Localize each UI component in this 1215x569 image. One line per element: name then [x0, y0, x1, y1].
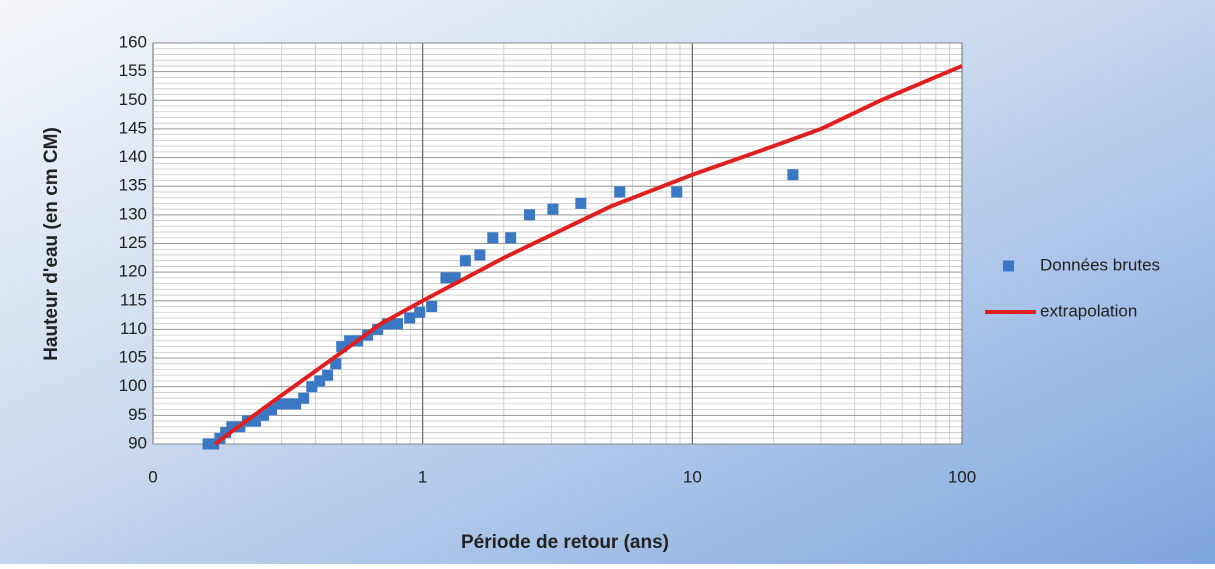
data-point	[290, 398, 302, 410]
data-point	[414, 306, 426, 318]
y-tick-label: 150	[119, 90, 147, 109]
data-point	[265, 404, 277, 416]
data-point	[426, 301, 438, 313]
data-point	[344, 335, 356, 347]
data-point	[258, 409, 270, 421]
data-point	[671, 186, 683, 198]
data-point	[459, 255, 471, 267]
y-tick-label: 160	[119, 32, 147, 51]
data-point	[404, 312, 416, 324]
data-point	[314, 375, 326, 387]
data-point	[226, 421, 238, 433]
data-point	[274, 398, 286, 410]
data-point	[392, 318, 404, 330]
data-point	[202, 438, 214, 450]
y-tick-label: 95	[128, 405, 147, 424]
extrapolation-line	[213, 64, 963, 446]
data-point	[298, 392, 310, 404]
y-tick-label: 145	[119, 118, 147, 137]
y-tick-label: 100	[119, 376, 147, 395]
data-point	[440, 272, 452, 284]
data-point	[322, 369, 334, 381]
y-tick-label: 120	[119, 262, 147, 281]
y-tick-label: 155	[119, 61, 147, 80]
x-axis-title: Période de retour (ans)	[461, 532, 669, 553]
data-point	[614, 186, 626, 198]
data-point	[787, 169, 799, 181]
x-tick-label: 0	[148, 467, 157, 486]
data-point	[449, 272, 461, 284]
data-point	[372, 323, 384, 335]
data-point	[306, 381, 318, 393]
data-point	[524, 209, 536, 221]
data-point	[330, 358, 342, 370]
legend-label: extrapolation	[1040, 301, 1137, 320]
y-tick-label: 125	[119, 233, 147, 252]
data-point	[208, 438, 220, 450]
data-point	[220, 427, 232, 439]
y-tick-label: 130	[119, 204, 147, 223]
legend-marker	[1003, 260, 1014, 272]
plot-border	[152, 42, 963, 445]
x-tick-label: 10	[683, 467, 702, 486]
y-tick-label: 135	[119, 176, 147, 195]
y-tick-label: 105	[119, 348, 147, 367]
data-point	[250, 415, 262, 427]
data-point	[575, 197, 587, 209]
data-point	[382, 318, 394, 330]
x-tick-label: 100	[948, 467, 976, 486]
x-tick-label: 1	[418, 467, 427, 486]
data-point	[282, 398, 294, 410]
data-point	[336, 341, 348, 353]
y-tick-label: 140	[119, 147, 147, 166]
y-tick-label: 90	[128, 433, 147, 452]
legend-label: Données brutes	[1040, 255, 1160, 274]
y-axis-title: Hauteur d'eau (en cm CM)	[41, 127, 62, 361]
data-point	[547, 203, 559, 215]
y-tick-label: 115	[120, 290, 147, 309]
data-point	[474, 249, 486, 261]
y-tick-label: 110	[120, 319, 147, 338]
data-point	[487, 232, 499, 244]
data-point	[505, 232, 517, 244]
